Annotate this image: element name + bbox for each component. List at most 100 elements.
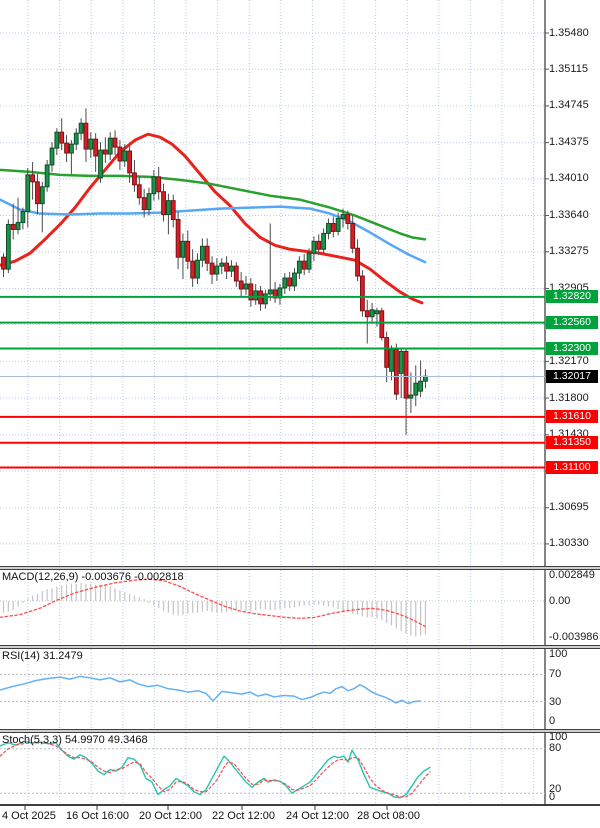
candle	[418, 380, 424, 392]
candle	[54, 131, 60, 149]
ma-mid-blue	[0, 198, 427, 264]
candle	[39, 186, 45, 205]
resistance-level-badge[interactable]: 1.32300	[546, 341, 598, 355]
candle	[321, 232, 327, 250]
candle	[5, 223, 11, 270]
candle	[350, 222, 356, 249]
candle	[112, 137, 118, 148]
candle	[364, 310, 370, 318]
candle	[1, 256, 6, 270]
candle	[238, 280, 244, 290]
candle	[59, 131, 65, 144]
candle	[107, 137, 113, 155]
candle	[398, 350, 404, 374]
candle	[301, 260, 307, 270]
candle	[340, 214, 346, 220]
candle	[355, 247, 360, 277]
candle	[35, 181, 40, 205]
candle	[151, 176, 157, 195]
candle	[93, 138, 99, 157]
candle	[161, 191, 166, 216]
candle	[98, 149, 103, 179]
candle	[296, 260, 302, 274]
candle	[44, 164, 50, 188]
panel-divider[interactable]	[0, 566, 600, 570]
candle	[64, 142, 69, 154]
candle	[326, 222, 331, 234]
candle	[195, 259, 200, 279]
candle	[156, 176, 162, 193]
candle	[15, 221, 21, 230]
rsi-line	[0, 675, 421, 705]
candle	[180, 240, 186, 258]
candle	[10, 223, 16, 230]
candle	[243, 283, 249, 290]
support-level-badge[interactable]: 1.31610	[546, 410, 598, 424]
candle	[229, 265, 234, 272]
resistance-level-badge[interactable]: 1.32560	[546, 316, 598, 330]
candle	[233, 265, 239, 282]
candle	[132, 172, 137, 186]
candle	[360, 275, 365, 312]
candle	[389, 348, 394, 372]
candle	[374, 310, 380, 315]
panel-divider[interactable]	[0, 729, 600, 733]
candle	[408, 394, 414, 399]
candle	[224, 262, 229, 272]
candle	[263, 293, 268, 305]
stoch-d-line	[0, 742, 431, 798]
candle	[287, 277, 293, 287]
candle	[209, 262, 215, 275]
candle	[49, 147, 55, 166]
candle	[122, 150, 128, 162]
candle	[78, 122, 84, 134]
candle	[204, 245, 210, 264]
candle	[306, 252, 312, 270]
candle	[369, 309, 375, 318]
candle	[282, 277, 288, 289]
candle	[136, 184, 142, 199]
candle	[253, 290, 259, 301]
candle	[127, 150, 132, 174]
candle	[248, 283, 254, 301]
macd-signal-line	[0, 578, 426, 628]
candle	[102, 149, 108, 155]
candle	[117, 146, 123, 162]
candle	[69, 143, 74, 154]
candle	[20, 211, 26, 223]
candle	[292, 272, 297, 287]
support-level-badge[interactable]: 1.31350	[546, 436, 598, 450]
candle	[25, 174, 31, 213]
candle	[267, 289, 273, 295]
stoch-k-line	[0, 740, 431, 799]
candle	[146, 193, 152, 211]
candle	[311, 240, 317, 254]
candle	[403, 350, 409, 399]
current-price-badge: 1.32017	[546, 370, 598, 384]
candle	[335, 218, 341, 232]
candle	[393, 348, 399, 395]
candle	[384, 337, 390, 368]
ma-fast-red	[0, 132, 424, 305]
candle	[73, 132, 79, 145]
candle	[330, 222, 336, 232]
candle	[413, 382, 419, 396]
support-level-badge[interactable]: 1.31100	[546, 461, 598, 475]
candle	[190, 260, 196, 279]
candle	[30, 174, 36, 183]
ma-slow-green	[0, 168, 427, 241]
resistance-level-badge[interactable]: 1.32820	[546, 290, 598, 304]
candle	[345, 214, 351, 224]
candle	[88, 138, 94, 150]
candle	[214, 265, 220, 275]
candle	[185, 240, 191, 262]
panel-divider[interactable]	[0, 645, 600, 649]
candle	[379, 310, 385, 339]
candle	[83, 122, 89, 150]
candle	[170, 200, 176, 221]
candle	[219, 262, 225, 267]
candle	[316, 240, 322, 250]
candle	[141, 197, 147, 211]
